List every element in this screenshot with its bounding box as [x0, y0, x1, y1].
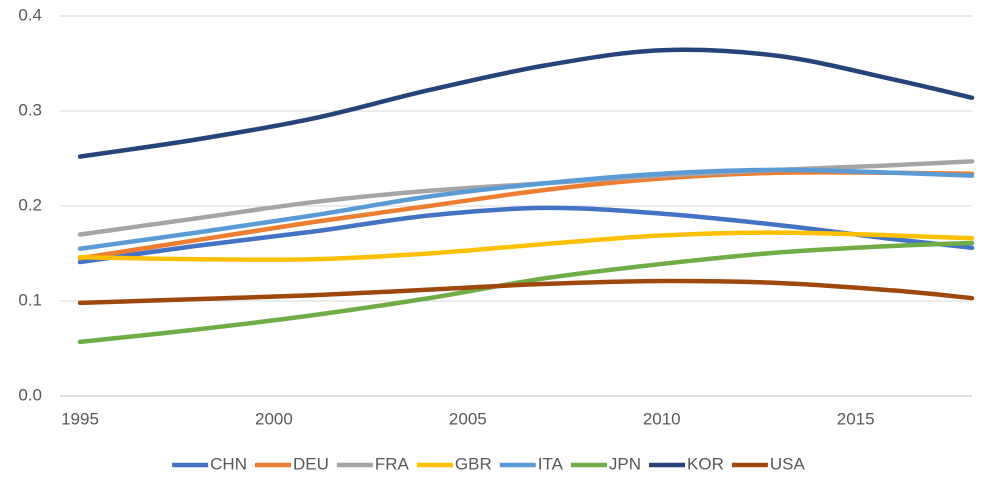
legend-label: JPN [609, 454, 641, 473]
y-tick-label: 0.2 [18, 195, 42, 214]
series-line [77, 240, 975, 345]
legend-label: CHN [210, 454, 247, 473]
legend-label: FRA [375, 454, 410, 473]
legend-label: USA [770, 454, 806, 473]
series-line [77, 47, 975, 159]
x-tick-label: 2000 [255, 409, 293, 428]
legend-label: KOR [687, 454, 724, 473]
y-tick-label: 0.0 [18, 385, 42, 404]
legend-label: GBR [455, 454, 492, 473]
series-line [77, 167, 975, 251]
y-tick-label: 0.3 [18, 100, 42, 119]
x-tick-label: 1995 [61, 409, 99, 428]
y-tick-label: 0.1 [18, 290, 42, 309]
series-line [77, 278, 975, 306]
x-tick-label: 2010 [643, 409, 681, 428]
legend-label: DEU [293, 454, 329, 473]
x-tick-label: 2015 [837, 409, 875, 428]
legend-label: ITA [538, 454, 564, 473]
x-tick-label: 2005 [449, 409, 487, 428]
legend: CHN DEU FRA GBR ITA JPN KOR USA [172, 454, 806, 473]
series-line [77, 230, 975, 262]
y-tick-label: 0.4 [18, 5, 42, 24]
